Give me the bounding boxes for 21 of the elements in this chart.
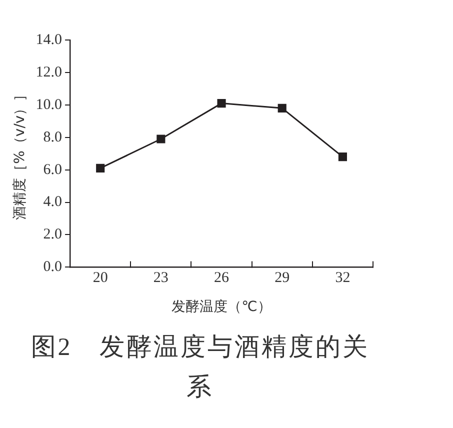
x-tick-label: 23 [153,270,168,286]
x-tick-label: 32 [335,270,350,286]
point [217,99,226,108]
point [96,164,105,172]
y-tick-label: 14.0 [36,32,62,48]
y-tick-label: 8.0 [43,129,62,146]
y-tick-label: 6.0 [43,162,62,178]
point [278,104,286,112]
y-tick-label: 12.0 [36,64,62,80]
point [156,134,166,144]
y-tick-label: 2.0 [43,226,62,243]
y-axis-title: 酒精度［%（v/v）］ [12,87,28,220]
y-tick-label: 10.0 [36,96,62,113]
x-tick-label: 29 [274,270,290,286]
text: 图2 发酵温度与酒精度的关系 [30,332,370,403]
y-tick-label: 0.0 [43,259,62,276]
point [338,152,347,162]
y-tick-label: 4.0 [43,194,62,210]
x-tick-label: 26 [214,270,230,286]
x-axis-title: 发酵温度（℃） [172,299,272,316]
x-tick-label: 20 [92,270,108,286]
